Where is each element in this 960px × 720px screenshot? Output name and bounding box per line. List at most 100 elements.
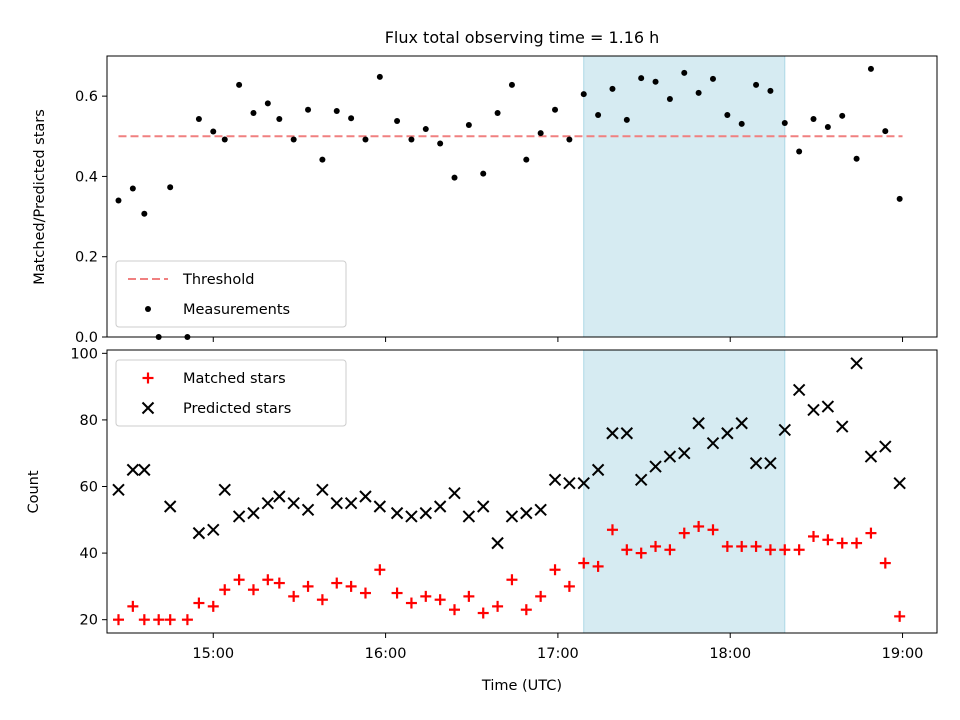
measurement-point [290, 136, 297, 143]
matched-star-point [463, 590, 475, 602]
measurement-point [882, 128, 889, 135]
predicted-star-point [649, 460, 662, 473]
predicted-star-point [706, 437, 720, 450]
measurement-point [333, 107, 340, 114]
measurement-point [362, 136, 369, 143]
predicted-star-point [807, 403, 820, 417]
matched-star-point [138, 614, 150, 626]
matched-star-point [449, 604, 461, 616]
measurement-point [480, 170, 487, 177]
y-tick-label: 80 [80, 413, 98, 429]
matched-star-point [808, 530, 820, 542]
predicted-star-point [678, 447, 691, 460]
measurement-point [796, 148, 803, 155]
matched-star-point [247, 584, 259, 596]
predicted-star-point [126, 463, 140, 477]
measurement-point [767, 87, 774, 94]
predicted-star-point [192, 526, 206, 540]
matched-star-point [273, 577, 285, 589]
matched-star-point [233, 574, 245, 586]
predicted-star-point [836, 420, 849, 433]
predicted-star-point [721, 427, 734, 440]
matched-star-point [492, 600, 504, 612]
predicted-star-point [273, 490, 286, 503]
matched-star-point [193, 597, 205, 609]
top-highlight-span [583, 55, 786, 338]
measurement-point [867, 65, 874, 72]
matched-star-point [374, 564, 386, 576]
legend-dot-swatch [145, 306, 151, 312]
x-tick-label: 19:00 [882, 646, 924, 662]
predicted-star-point [563, 476, 576, 490]
predicted-star-point [359, 490, 372, 503]
measurement-point [724, 112, 731, 119]
measurement-point [129, 185, 136, 192]
matched-star-point [865, 527, 877, 539]
measurement-point [781, 120, 788, 127]
matched-star-point [736, 540, 748, 552]
predicted-star-point [548, 473, 562, 487]
measurement-point [141, 210, 148, 217]
matched-star-point [331, 577, 343, 589]
measurement-point [394, 118, 401, 125]
matched-star-point [420, 590, 432, 602]
measurement-point [422, 126, 429, 133]
x-axis-label: Time (UTC) [481, 678, 562, 694]
measurement-point [753, 81, 760, 88]
matched-star-point [779, 544, 791, 556]
matched-star-point [359, 587, 371, 599]
predicted-star-point [778, 423, 791, 437]
matched-star-point [112, 614, 124, 626]
legend-label: Threshold [182, 272, 254, 288]
measurement-point [638, 75, 645, 82]
legend-cross-swatch [141, 401, 155, 415]
predicted-star-point [620, 427, 634, 440]
matched-star-point [635, 547, 647, 559]
y-tick-label: 100 [70, 346, 98, 362]
bottom-star-points [112, 357, 906, 626]
bottom-legend: Matched stars Predicted stars [115, 359, 347, 427]
bottom-y-ticks: 20 40 60 80 100 [70, 346, 107, 629]
x-tick-label: 16:00 [365, 646, 407, 662]
predicted-star-point [261, 496, 275, 510]
matched-star-point [879, 557, 891, 569]
predicted-star-point [491, 536, 504, 550]
measurement-point [853, 155, 860, 162]
measurement-point [210, 128, 217, 135]
measurement-point [264, 100, 271, 107]
matched-star-point [592, 560, 604, 572]
bottom-axes-frame [106, 349, 938, 634]
matched-star-point [707, 524, 719, 536]
y-tick-label: 40 [80, 546, 98, 562]
matched-star-point [693, 520, 705, 532]
top-measurement-points [115, 65, 903, 340]
predicted-star-point [850, 357, 863, 370]
top-panel: 0.0 0.2 0.4 0.6 Matched/Predicted stars Thr… [32, 55, 938, 346]
matched-star-point [535, 590, 547, 602]
measurement-point [115, 197, 122, 204]
measurement-point [437, 140, 444, 147]
measurement-point [839, 112, 846, 119]
top-axes-frame [106, 55, 938, 338]
matched-star-point [207, 600, 219, 612]
measurement-point [451, 174, 458, 181]
measurement-point [623, 116, 630, 123]
matched-star-point [520, 604, 532, 616]
predicted-star-point [893, 476, 906, 490]
measurement-point [195, 116, 202, 123]
measurement-point [305, 106, 312, 113]
measurement-point [408, 136, 415, 143]
matched-star-point [391, 587, 403, 599]
matched-star-point [836, 537, 848, 549]
measurement-point [376, 73, 383, 80]
measurement-point [652, 78, 659, 85]
measurement-point [810, 116, 817, 123]
y-tick-label: 0.0 [75, 330, 98, 346]
measurement-point [666, 95, 673, 102]
predicted-star-point [316, 483, 329, 497]
predicted-star-point [301, 503, 315, 517]
predicted-star-point [735, 417, 748, 430]
matched-star-point [563, 580, 575, 592]
matched-star-point [822, 534, 834, 546]
